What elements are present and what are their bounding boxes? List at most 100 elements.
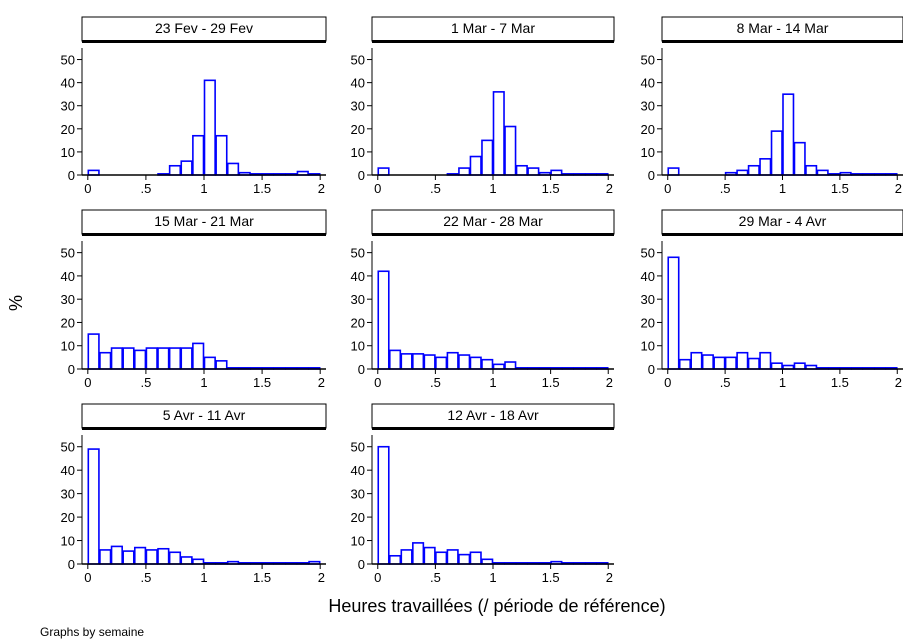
y-tick-label: 0 xyxy=(68,168,75,183)
graphs-by-note: Graphs by semaine xyxy=(40,625,144,639)
histogram-bar xyxy=(782,93,795,176)
y-tick-label: 30 xyxy=(61,99,75,114)
x-tick-label: 1 xyxy=(779,375,786,390)
histogram-bar xyxy=(469,356,482,370)
histogram-bar xyxy=(192,342,205,370)
x-tick-label: 1 xyxy=(200,570,207,585)
y-tick-label: 40 xyxy=(351,463,365,478)
histogram-bar xyxy=(180,160,193,176)
y-tick-label: 10 xyxy=(61,145,75,160)
y-tick-label: 50 xyxy=(351,246,365,261)
x-tick-label: 1 xyxy=(489,181,496,196)
y-tick-label: 20 xyxy=(641,315,655,330)
x-tick-label: 1.5 xyxy=(831,375,849,390)
panel-header-rule xyxy=(82,233,326,236)
histogram-bar xyxy=(87,333,100,370)
histogram-bar xyxy=(701,354,714,370)
histogram-bar xyxy=(377,167,390,176)
histogram-bar xyxy=(99,351,112,370)
x-tick-label: 1.5 xyxy=(542,570,560,585)
y-tick-label: 20 xyxy=(641,122,655,137)
panel-title: 15 Mar - 21 Mar xyxy=(154,213,254,229)
x-tick-label: 1.5 xyxy=(831,181,849,196)
y-tick-label: 40 xyxy=(61,76,75,91)
x-tick-label: .5 xyxy=(140,181,151,196)
y-tick-label: 20 xyxy=(351,510,365,525)
histogram-bar xyxy=(157,347,170,370)
histogram-bar xyxy=(168,164,182,176)
y-tick-label: 0 xyxy=(68,557,75,572)
x-tick-label: 1 xyxy=(200,375,207,390)
x-tick-label: 1.5 xyxy=(542,375,560,390)
y-tick-label: 30 xyxy=(351,292,365,307)
x-tick-label: 1 xyxy=(489,375,496,390)
y-tick-label: 50 xyxy=(61,246,75,261)
histogram-bar xyxy=(458,167,471,176)
x-tick-label: 2 xyxy=(606,375,613,390)
x-tick-label: 0 xyxy=(84,181,91,196)
panel-title: 5 Avr - 11 Avr xyxy=(163,407,246,423)
panel-header-rule xyxy=(82,427,326,430)
y-tick-label: 0 xyxy=(68,362,75,377)
y-tick-label: 20 xyxy=(351,315,365,330)
y-tick-label: 0 xyxy=(648,168,655,183)
y-tick-label: 40 xyxy=(61,463,75,478)
histogram-bar xyxy=(180,347,193,370)
histogram-bar xyxy=(377,270,390,370)
histogram-bar xyxy=(388,554,402,565)
y-tick-label: 40 xyxy=(351,269,365,284)
histogram-bar xyxy=(667,256,680,370)
y-tick-label: 0 xyxy=(358,168,365,183)
panel-header-box xyxy=(371,209,615,235)
histogram-bar xyxy=(423,546,436,565)
histogram-bar xyxy=(481,358,494,370)
histogram-bar xyxy=(122,347,135,370)
histogram-bar xyxy=(145,347,158,370)
y-tick-label: 10 xyxy=(351,534,365,549)
x-tick-label: 0 xyxy=(84,375,91,390)
x-tick-label: 0 xyxy=(664,375,671,390)
x-tick-label: 2 xyxy=(318,181,325,196)
panel-title: 1 Mar - 7 Mar xyxy=(451,20,535,36)
histogram-bar xyxy=(203,79,216,176)
y-tick-label: 20 xyxy=(61,510,75,525)
x-tick-label: 1 xyxy=(200,181,207,196)
histogram-bar xyxy=(747,357,760,370)
histogram-bar xyxy=(215,134,228,176)
y-tick-label: 10 xyxy=(351,145,365,160)
x-tick-label: 2 xyxy=(318,570,325,585)
x-axis-title: Heures travaillées (/ période de référen… xyxy=(328,596,665,616)
y-tick-label: 30 xyxy=(61,292,75,307)
histogram-bar xyxy=(400,353,413,370)
x-tick-label: .5 xyxy=(720,375,731,390)
panel-header-box xyxy=(81,16,327,42)
x-tick-label: 0 xyxy=(374,181,381,196)
histogram-bar xyxy=(168,347,182,370)
histogram-bar xyxy=(678,358,691,370)
histogram-bar xyxy=(458,553,471,565)
x-tick-label: 2 xyxy=(318,375,325,390)
histogram-bar xyxy=(690,351,703,370)
y-tick-label: 0 xyxy=(358,362,365,377)
panel-5: 22 Mar - 28 Mar 0 10 20 30 40 50 0 .5 1 1.5 2 xyxy=(351,209,615,390)
histogram-bar xyxy=(168,551,182,565)
panel-header-box xyxy=(371,403,615,429)
histogram-bar xyxy=(469,155,482,176)
x-tick-label: 0 xyxy=(374,570,381,585)
y-tick-label: 10 xyxy=(61,339,75,354)
panel-header-rule xyxy=(372,427,614,430)
histogram-bar xyxy=(504,361,517,370)
histogram-bar xyxy=(458,354,471,370)
y-tick-label: 10 xyxy=(61,534,75,549)
y-tick-label: 30 xyxy=(641,292,655,307)
panel-4: 15 Mar - 21 Mar 0 10 20 30 40 50 0 .5 1 1.5 2 xyxy=(61,209,327,390)
histogram-bar xyxy=(388,349,402,370)
y-tick-label: 40 xyxy=(641,76,655,91)
x-tick-label: 1 xyxy=(489,570,496,585)
panel-header-rule xyxy=(662,40,903,43)
y-tick-label: 20 xyxy=(61,315,75,330)
x-tick-label: .5 xyxy=(430,181,441,196)
panel-header-box xyxy=(661,16,903,42)
